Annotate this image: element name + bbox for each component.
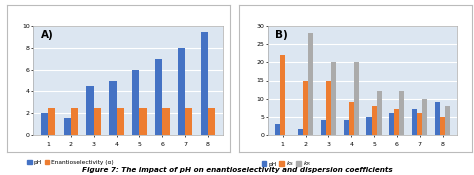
Bar bbox=[422, 99, 427, 135]
Bar bbox=[354, 62, 359, 135]
Bar bbox=[162, 108, 170, 135]
Bar bbox=[321, 120, 326, 135]
Text: A): A) bbox=[41, 30, 54, 40]
Bar bbox=[435, 102, 440, 135]
Bar bbox=[280, 55, 285, 135]
Bar bbox=[132, 70, 139, 135]
Bar bbox=[412, 109, 417, 135]
Bar bbox=[109, 80, 117, 135]
Bar bbox=[41, 113, 48, 135]
Bar bbox=[389, 113, 394, 135]
Legend: pH, $k_S$, $k_R$: pH, $k_S$, $k_R$ bbox=[259, 157, 313, 171]
Bar bbox=[366, 117, 372, 135]
Bar bbox=[400, 91, 404, 135]
Bar bbox=[349, 102, 354, 135]
Bar bbox=[303, 80, 308, 135]
Bar bbox=[372, 106, 376, 135]
Bar bbox=[94, 108, 101, 135]
Bar bbox=[178, 48, 185, 135]
Bar bbox=[376, 91, 382, 135]
Bar bbox=[155, 59, 162, 135]
Text: B): B) bbox=[275, 30, 288, 40]
Bar bbox=[326, 80, 331, 135]
Bar bbox=[417, 113, 422, 135]
Legend: pH, Enantioselectivity (α): pH, Enantioselectivity (α) bbox=[25, 157, 116, 167]
Bar bbox=[440, 117, 445, 135]
Bar bbox=[64, 118, 71, 135]
Bar bbox=[331, 62, 336, 135]
Text: Figure 7: The impact of pH on enantioselectivity and dispersion coefficients: Figure 7: The impact of pH on enantiosel… bbox=[82, 167, 392, 173]
Bar bbox=[139, 108, 147, 135]
Bar bbox=[71, 108, 78, 135]
Bar bbox=[394, 109, 400, 135]
Bar bbox=[48, 108, 55, 135]
Bar bbox=[208, 108, 215, 135]
Bar bbox=[201, 32, 208, 135]
Bar bbox=[308, 33, 313, 135]
Bar bbox=[445, 106, 450, 135]
Bar bbox=[117, 108, 124, 135]
Bar bbox=[275, 124, 280, 135]
Bar bbox=[298, 129, 303, 135]
Bar bbox=[86, 86, 94, 135]
Bar bbox=[185, 108, 192, 135]
Bar bbox=[344, 120, 349, 135]
